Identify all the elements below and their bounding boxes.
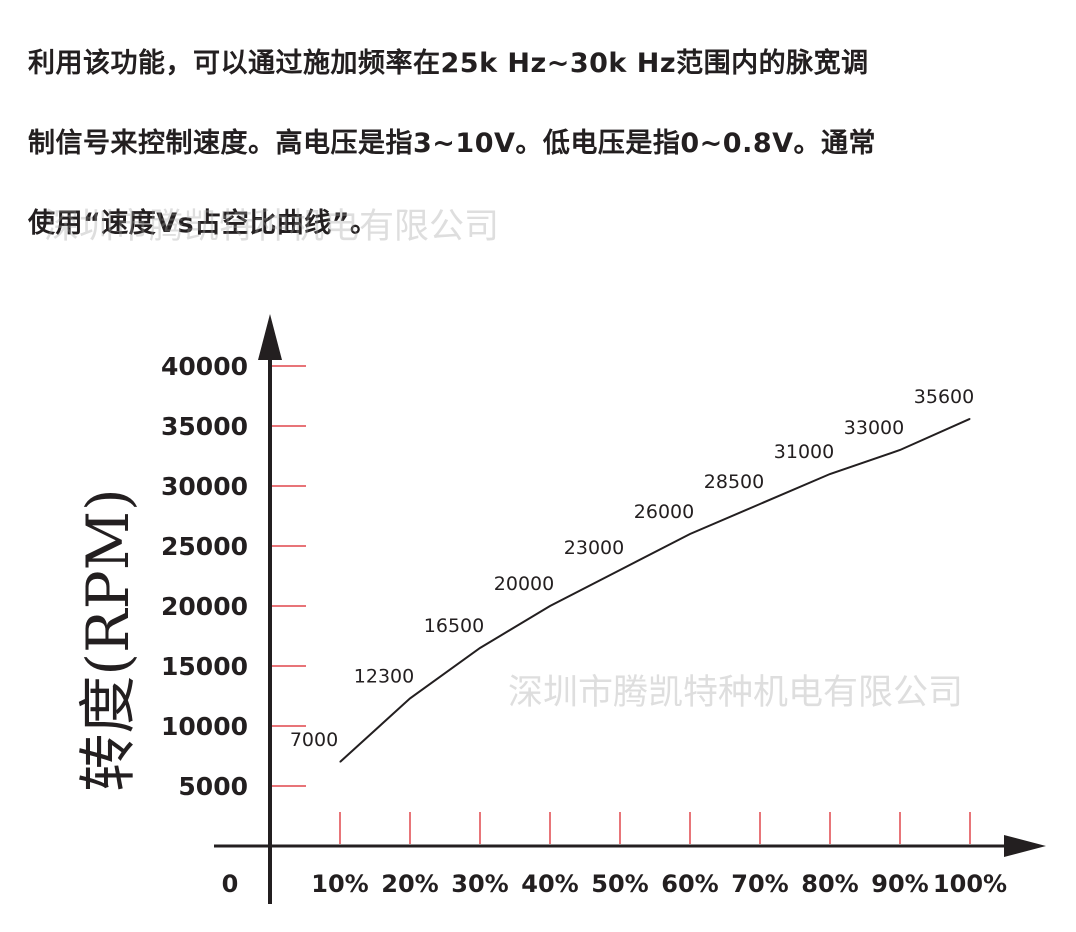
data-label: 35600 bbox=[914, 386, 974, 408]
data-point bbox=[759, 503, 761, 505]
y-tick-label: 10000 bbox=[161, 712, 248, 741]
data-point bbox=[899, 449, 901, 451]
intro-line-1: 利用该功能，可以通过施加频率在25k Hz~30k Hz范围内的脉宽调 bbox=[28, 48, 869, 79]
y-tick-label: 20000 bbox=[161, 592, 248, 621]
data-label: 16500 bbox=[424, 615, 484, 637]
data-point bbox=[339, 761, 341, 763]
data-label: 7000 bbox=[290, 729, 338, 751]
data-point bbox=[969, 418, 971, 420]
data-label: 12300 bbox=[354, 665, 414, 687]
tick-labels: 5000 10000 15000 20000 25000 30000 35000 40000 1… bbox=[161, 352, 1007, 898]
x-tick-label: 80% bbox=[801, 870, 858, 898]
y-axis-label: 转度(RPM) bbox=[74, 488, 142, 791]
data-point bbox=[479, 647, 481, 649]
x-tick-label: 40% bbox=[521, 870, 578, 898]
y-tick-label: 40000 bbox=[161, 352, 248, 381]
data-label: 33000 bbox=[844, 417, 904, 439]
data-label: 23000 bbox=[564, 537, 624, 559]
y-tick-label: 5000 bbox=[178, 772, 248, 801]
data-point bbox=[689, 533, 691, 535]
x-tick-label: 10% bbox=[311, 870, 368, 898]
x-tick-label: 20% bbox=[381, 870, 438, 898]
intro-line-2: 制信号来控制速度。高电压是指3~10V。低电压是指0~0.8V。通常 bbox=[28, 128, 877, 159]
intro-line-3: 使用“速度Vs占空比曲线”。 bbox=[28, 208, 378, 239]
series-group bbox=[339, 417, 971, 763]
data-label: 31000 bbox=[774, 441, 834, 463]
data-point bbox=[409, 697, 411, 699]
data-label: 20000 bbox=[494, 573, 554, 595]
data-point bbox=[829, 473, 831, 475]
series-line bbox=[339, 417, 971, 763]
x-tick-label: 100% bbox=[933, 870, 1007, 898]
origin-label: 0 bbox=[222, 870, 239, 898]
data-point bbox=[549, 605, 551, 607]
y-tick-label: 25000 bbox=[161, 532, 248, 561]
y-tick-label: 30000 bbox=[161, 472, 248, 501]
x-tick-label: 70% bbox=[731, 870, 788, 898]
intro-text: 利用该功能，可以通过施加频率在25k Hz~30k Hz范围内的脉宽调 制信号来… bbox=[28, 24, 1068, 264]
x-tick-label: 50% bbox=[591, 870, 648, 898]
data-label: 26000 bbox=[634, 501, 694, 523]
x-tick-label: 90% bbox=[871, 870, 928, 898]
x-axis-arrow bbox=[1004, 835, 1046, 857]
y-tick-label: 35000 bbox=[161, 412, 248, 441]
data-label: 28500 bbox=[704, 471, 764, 493]
axes bbox=[214, 314, 1046, 904]
y-tick-label: 15000 bbox=[161, 652, 248, 681]
x-tick-label: 60% bbox=[661, 870, 718, 898]
data-point bbox=[619, 569, 621, 571]
y-axis-arrow bbox=[258, 314, 282, 360]
tick-marks bbox=[272, 365, 971, 844]
data-labels: 7000 12300 16500 20000 23000 26000 28500 31000 3… bbox=[290, 386, 974, 751]
x-tick-label: 30% bbox=[451, 870, 508, 898]
